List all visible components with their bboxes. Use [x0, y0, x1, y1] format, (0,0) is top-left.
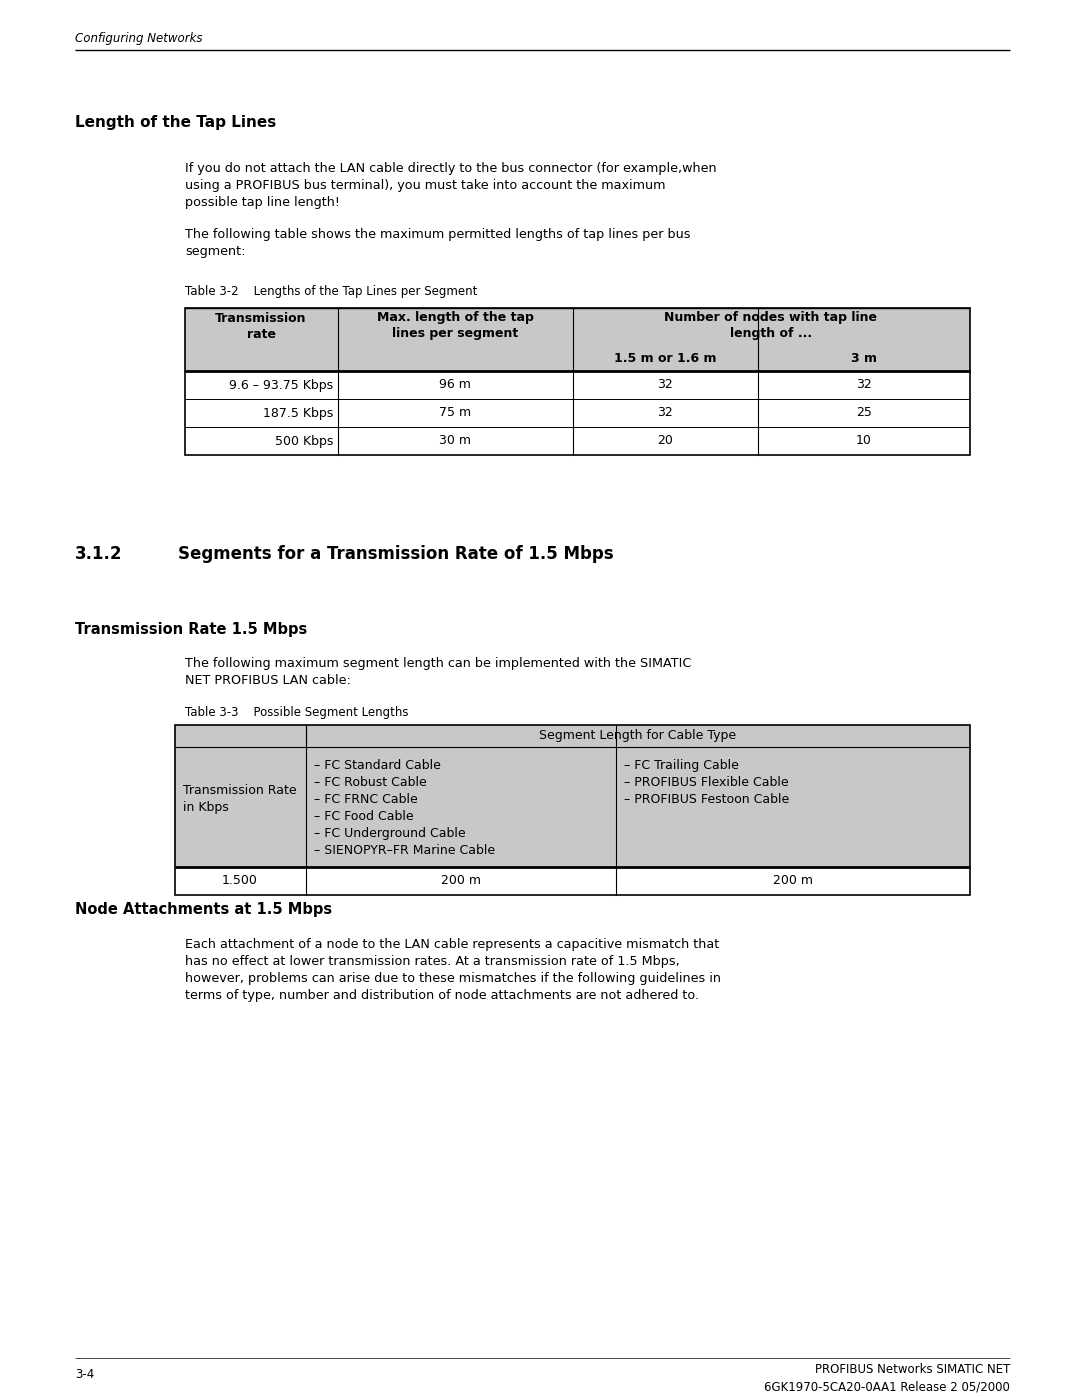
Text: segment:: segment:: [185, 244, 245, 258]
Text: 30 m: 30 m: [438, 434, 471, 447]
Bar: [573, 427, 758, 455]
Text: – FC Standard Cable: – FC Standard Cable: [314, 759, 441, 773]
Text: Table 3-3    Possible Segment Lengths: Table 3-3 Possible Segment Lengths: [185, 705, 408, 719]
Text: 32: 32: [657, 407, 673, 419]
Bar: [573, 346, 758, 372]
Bar: [175, 725, 306, 747]
Text: – FC Robust Cable: – FC Robust Cable: [314, 775, 427, 789]
Text: If you do not attach the LAN cable directly to the bus connector (for example,wh: If you do not attach the LAN cable direc…: [185, 162, 717, 175]
Text: Transmission Rate
in Kbps: Transmission Rate in Kbps: [183, 784, 297, 814]
Text: using a PROFIBUS bus terminal), you must take into account the maximum: using a PROFIBUS bus terminal), you must…: [185, 179, 665, 191]
Text: – FC Underground Cable: – FC Underground Cable: [314, 827, 465, 840]
Text: – PROFIBUS Flexible Cable: – PROFIBUS Flexible Cable: [624, 775, 788, 789]
Text: NET PROFIBUS LAN cable:: NET PROFIBUS LAN cable:: [185, 673, 351, 687]
Bar: [185, 427, 338, 455]
Bar: [185, 372, 338, 400]
Bar: [306, 747, 616, 868]
Bar: [175, 747, 306, 868]
Text: 1.500: 1.500: [222, 875, 258, 887]
Text: 20: 20: [657, 434, 673, 447]
Bar: [338, 372, 573, 400]
Text: Max. length of the tap
lines per segment: Max. length of the tap lines per segment: [377, 312, 534, 341]
Bar: [573, 372, 758, 400]
Bar: [306, 868, 616, 895]
Text: Configuring Networks: Configuring Networks: [75, 32, 203, 45]
Text: Node Attachments at 1.5 Mbps: Node Attachments at 1.5 Mbps: [75, 902, 333, 916]
Text: 32: 32: [657, 379, 673, 391]
Text: possible tap line length!: possible tap line length!: [185, 196, 340, 210]
Bar: [185, 307, 970, 455]
Text: The following table shows the maximum permitted lengths of tap lines per bus: The following table shows the maximum pe…: [185, 228, 690, 242]
Text: 32: 32: [856, 379, 872, 391]
Bar: [616, 747, 970, 868]
Text: Length of the Tap Lines: Length of the Tap Lines: [75, 115, 276, 130]
Text: Segments for a Transmission Rate of 1.5 Mbps: Segments for a Transmission Rate of 1.5 …: [178, 545, 613, 563]
Text: 3 m: 3 m: [851, 352, 877, 365]
Bar: [185, 400, 338, 427]
Bar: [758, 346, 970, 372]
Text: 96 m: 96 m: [440, 379, 471, 391]
Text: – FC Trailing Cable: – FC Trailing Cable: [624, 759, 739, 773]
Text: 6GK1970-5CA20-0AA1 Release 2 05/2000: 6GK1970-5CA20-0AA1 Release 2 05/2000: [765, 1380, 1010, 1393]
Bar: [185, 307, 573, 346]
Bar: [185, 346, 573, 372]
Bar: [175, 868, 306, 895]
Text: Segment Length for Cable Type: Segment Length for Cable Type: [539, 729, 737, 742]
Text: 25: 25: [856, 407, 872, 419]
Text: 187.5 Kbps: 187.5 Kbps: [262, 407, 333, 419]
Text: 3.1.2: 3.1.2: [75, 545, 122, 563]
Text: The following maximum segment length can be implemented with the SIMATIC: The following maximum segment length can…: [185, 657, 691, 671]
Bar: [175, 725, 970, 895]
Bar: [758, 372, 970, 400]
Bar: [573, 307, 970, 346]
Bar: [338, 427, 573, 455]
Text: – PROFIBUS Festoon Cable: – PROFIBUS Festoon Cable: [624, 793, 789, 806]
Text: Number of nodes with tap line
length of ...: Number of nodes with tap line length of …: [664, 312, 877, 341]
Text: however, problems can arise due to these mismatches if the following guidelines : however, problems can arise due to these…: [185, 972, 721, 985]
Bar: [306, 725, 970, 747]
Text: PROFIBUS Networks SIMATIC NET: PROFIBUS Networks SIMATIC NET: [814, 1363, 1010, 1376]
Text: – SIENOPYR–FR Marine Cable: – SIENOPYR–FR Marine Cable: [314, 844, 495, 856]
Text: Transmission
rate: Transmission rate: [215, 312, 307, 341]
Bar: [338, 400, 573, 427]
Text: 9.6 – 93.75 Kbps: 9.6 – 93.75 Kbps: [229, 379, 333, 391]
Text: – FC Food Cable: – FC Food Cable: [314, 810, 414, 823]
Bar: [616, 868, 970, 895]
Text: Each attachment of a node to the LAN cable represents a capacitive mismatch that: Each attachment of a node to the LAN cab…: [185, 937, 719, 951]
Bar: [573, 400, 758, 427]
Bar: [758, 427, 970, 455]
Text: 200 m: 200 m: [441, 875, 481, 887]
Text: 200 m: 200 m: [773, 875, 813, 887]
Text: 1.5 m or 1.6 m: 1.5 m or 1.6 m: [613, 352, 716, 365]
Text: – FC FRNC Cable: – FC FRNC Cable: [314, 793, 418, 806]
Text: 500 Kbps: 500 Kbps: [274, 434, 333, 447]
Text: Transmission Rate 1.5 Mbps: Transmission Rate 1.5 Mbps: [75, 622, 307, 637]
Text: 3-4: 3-4: [75, 1368, 94, 1382]
Text: 10: 10: [856, 434, 872, 447]
Text: 75 m: 75 m: [438, 407, 471, 419]
Bar: [758, 400, 970, 427]
Text: has no effect at lower transmission rates. At a transmission rate of 1.5 Mbps,: has no effect at lower transmission rate…: [185, 956, 679, 968]
Text: Table 3-2    Lengths of the Tap Lines per Segment: Table 3-2 Lengths of the Tap Lines per S…: [185, 285, 477, 298]
Text: terms of type, number and distribution of node attachments are not adhered to.: terms of type, number and distribution o…: [185, 989, 699, 1002]
